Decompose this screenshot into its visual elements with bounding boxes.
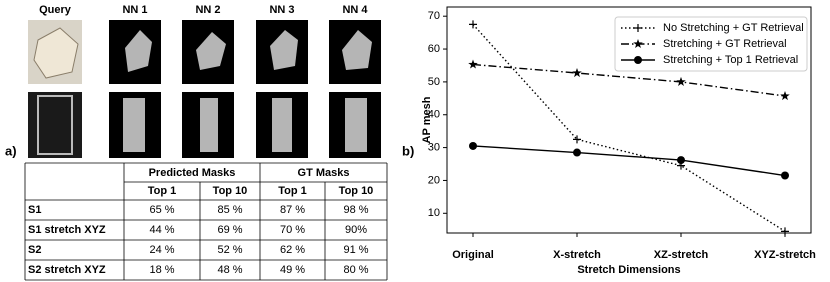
legend-marker (634, 24, 642, 32)
marker (781, 227, 789, 236)
legend-marker (633, 39, 643, 49)
shelf-render (123, 98, 145, 152)
sub-header: Top 10 (339, 185, 374, 197)
chair-render (270, 30, 298, 70)
shelf-photo (37, 95, 73, 155)
chair-render (196, 32, 226, 70)
image-header: Query (39, 4, 72, 16)
sub-header: Top 1 (148, 185, 177, 197)
table-cell: 91 % (343, 244, 368, 256)
table-cell: 62 % (280, 244, 305, 256)
shelf-render (200, 98, 218, 152)
row-header: S2 (28, 244, 41, 256)
query-image (28, 92, 82, 158)
chair-render (342, 30, 372, 70)
image-header: NN 2 (195, 4, 220, 16)
marker (573, 148, 581, 157)
table-cell: 98 % (343, 204, 368, 216)
y-tick-label: 60 (428, 43, 440, 55)
y-tick-label: 70 (428, 10, 440, 22)
table-cell: 44 % (149, 224, 174, 236)
table-cell: 85 % (217, 204, 242, 216)
row-header: S1 (28, 204, 41, 216)
table-cell: 49 % (280, 264, 305, 276)
image-header: NN 4 (342, 4, 368, 16)
panel-label: b) (402, 143, 414, 158)
table-cell: 80 % (343, 264, 368, 276)
x-tick-label: XZ-stretch (654, 249, 709, 261)
axes-frame (446, 6, 812, 234)
table-cell: 24 % (149, 244, 174, 256)
marker (573, 135, 581, 144)
y-axis-label: AP mesh (421, 96, 433, 143)
table-cell: 87 % (280, 204, 305, 216)
legend-label: No Stretching + GT Retrieval (663, 22, 804, 34)
y-tick-label: 10 (428, 207, 440, 219)
group-header: Predicted Masks (149, 167, 236, 179)
row-header: S2 stretch XYZ (28, 264, 106, 276)
table-cell: 52 % (217, 244, 242, 256)
legend-marker (634, 56, 642, 64)
panel-label: a) (5, 143, 17, 158)
series-line (472, 23, 786, 232)
marker (677, 156, 685, 165)
marker (572, 68, 582, 78)
shelf-render (272, 98, 292, 152)
line-chart: Stretch Dimensions AP mesh 10 20 30 40 50 60 7… (421, 6, 816, 276)
x-tick-label: X-stretch (553, 249, 601, 261)
marker (468, 59, 478, 69)
legend-label: Stretching + GT Retrieval (663, 38, 787, 50)
y-tick-label: 30 (428, 141, 440, 153)
series-line (472, 145, 786, 177)
image-header: NN 1 (122, 4, 147, 16)
chair-photo (33, 27, 79, 79)
group-header: GT Masks (298, 167, 350, 179)
series-line (472, 63, 786, 97)
chair-render (125, 30, 152, 72)
sub-header: Top 10 (213, 185, 248, 197)
image-grid (28, 20, 381, 158)
marker (469, 141, 477, 150)
row-header: S1 stretch XYZ (28, 224, 106, 236)
x-tick-label: Original (452, 249, 494, 261)
shelf-render (345, 98, 367, 152)
y-tick-label: 50 (428, 76, 440, 88)
image-header: NN 3 (269, 4, 294, 16)
marker (676, 76, 686, 86)
marker (780, 91, 790, 101)
table-cell: 65 % (149, 204, 174, 216)
marker (469, 20, 477, 29)
legend-label: Stretching + Top 1 Retrieval (663, 54, 798, 66)
table-cell: 70 % (280, 224, 305, 236)
y-tick-label: 40 (428, 109, 440, 121)
x-axis-label: Stretch Dimensions (577, 264, 680, 276)
table-cell: 69 % (217, 224, 242, 236)
sub-header: Top 1 (278, 185, 307, 197)
x-tick-label: XYZ-stretch (754, 249, 816, 261)
table-cell: 90% (345, 224, 367, 236)
table-cell: 18 % (149, 264, 174, 276)
y-tick-label: 20 (428, 174, 440, 186)
results-table: Predicted Masks GT Masks Top 1 Top 10 Top 1 T… (24, 162, 388, 281)
marker (781, 171, 789, 180)
legend-box (614, 16, 808, 72)
table-cell: 48 % (217, 264, 242, 276)
